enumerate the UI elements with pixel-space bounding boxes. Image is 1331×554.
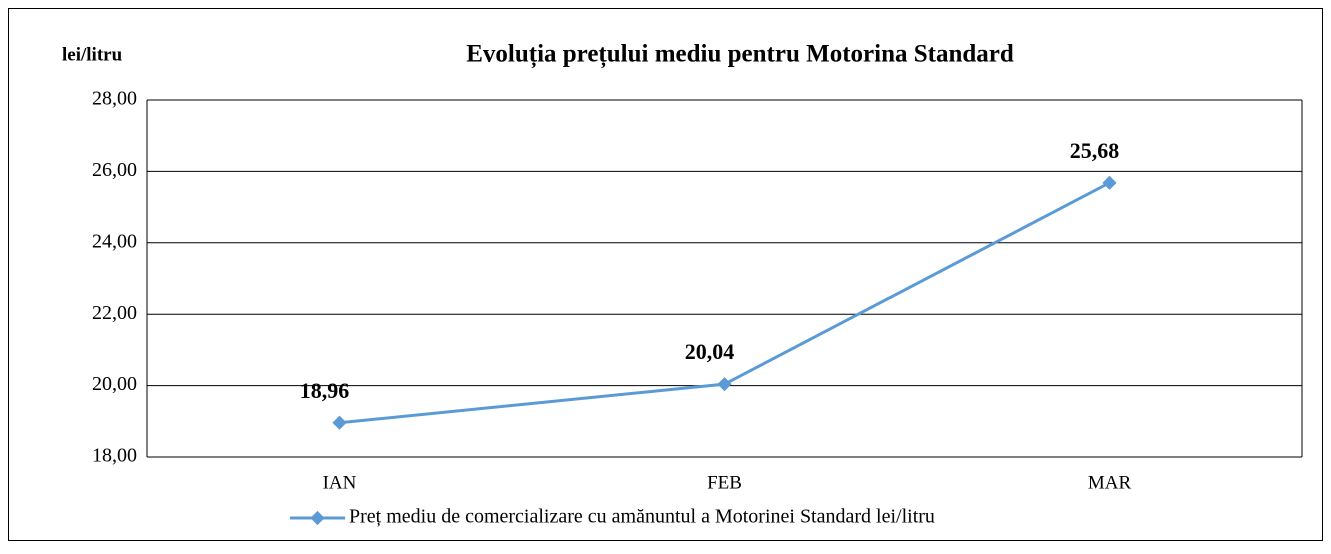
legend-marker [310,510,325,526]
y-tick-label: 20,00 [92,373,137,395]
legend-label: Preț mediu de comercializare cu amănuntu… [349,506,935,528]
data-point [717,377,732,392]
chart-title: Evoluția prețului mediu pentru Motorina … [466,41,1014,69]
y-tick-label: 26,00 [92,159,137,181]
x-tick-label: MAR [1088,472,1132,493]
y-tick-label: 28,00 [92,88,137,110]
y-tick-label: 22,00 [92,302,137,324]
data-label: 25,68 [1070,138,1120,163]
x-tick-label: IAN [323,472,357,493]
data-label: 20,04 [685,339,735,364]
data-point [1102,175,1117,190]
data-label: 18,96 [300,378,350,403]
x-tick-label: FEB [707,472,742,493]
y-axis-label: lei/litru [62,44,123,65]
data-point [332,415,347,430]
y-tick-label: 24,00 [92,230,137,252]
chart-border [8,8,1323,541]
y-tick-label: 18,00 [92,445,137,467]
